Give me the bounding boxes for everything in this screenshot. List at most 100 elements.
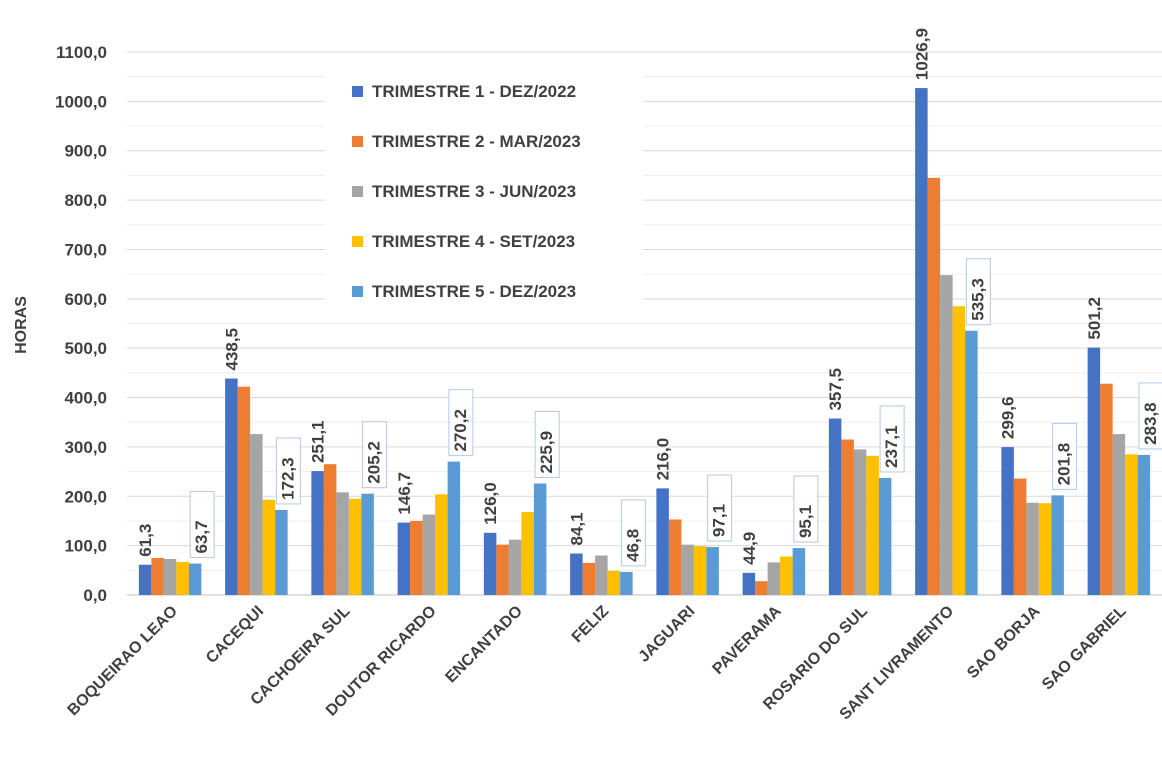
data-labels: 61,3 63,7 438,5 172,3 251,1 205,2 146,7 270,2 12… — [136, 28, 1162, 567]
y-axis-ticks: 0,0 100,0 200,0 300,0 400,0 500,0 600,0 700,0 80… — [55, 43, 107, 605]
bar — [755, 581, 768, 595]
bar — [422, 514, 436, 595]
bar — [508, 539, 522, 595]
bar — [410, 520, 423, 595]
data-label: 84,1 — [567, 512, 586, 545]
bar — [1038, 503, 1052, 595]
data-label: 126,0 — [481, 482, 500, 525]
data-label: 172,3 — [278, 457, 297, 500]
y-tick-label: 800,0 — [64, 191, 107, 210]
category-label: PAVERAMA — [710, 602, 785, 677]
bar — [151, 557, 164, 595]
bar — [841, 439, 854, 595]
bars — [138, 88, 1151, 596]
data-label: 1026,9 — [912, 28, 931, 80]
bar — [262, 499, 276, 595]
y-axis-label: HORAS — [13, 296, 30, 354]
legend-swatch — [352, 186, 363, 197]
legend-entry: TRIMESTRE 5 - DEZ/2023 — [372, 282, 576, 301]
bar — [656, 488, 669, 595]
category-label: FELIZ — [569, 603, 613, 647]
bar — [176, 561, 189, 595]
bar — [336, 492, 349, 595]
data-label-box — [620, 499, 646, 567]
bar — [582, 562, 596, 595]
bar — [1026, 502, 1039, 595]
bar — [163, 558, 177, 595]
data-label: 61,3 — [136, 524, 155, 557]
legend-swatch — [352, 86, 363, 97]
data-label-box — [965, 258, 991, 326]
y-tick-label: 1000,0 — [55, 92, 107, 111]
category-label: BOQUEIRAO LEAO — [65, 603, 181, 719]
bar — [878, 477, 892, 595]
data-label: 283,8 — [1141, 402, 1160, 445]
data-label: 251,1 — [309, 421, 328, 464]
data-label: 63,7 — [192, 520, 211, 553]
data-label: 501,2 — [1085, 297, 1104, 340]
category-label: SAO GABRIEL — [1039, 603, 1130, 694]
bar — [952, 306, 966, 595]
legend: TRIMESTRE 1 - DEZ/2022 TRIMESTRE 2 - MAR/… — [325, 68, 643, 322]
bar — [693, 546, 707, 595]
data-label-box — [1052, 422, 1078, 490]
y-tick-label: 900,0 — [64, 142, 107, 161]
bar — [927, 177, 941, 596]
bar — [595, 555, 608, 595]
bar — [435, 494, 448, 595]
bar — [792, 548, 806, 595]
bar — [1125, 454, 1138, 595]
legend-swatch — [352, 136, 363, 147]
bar — [742, 572, 756, 595]
bar — [533, 483, 547, 595]
bar — [496, 544, 509, 595]
bar — [361, 493, 374, 595]
bar — [1013, 478, 1027, 595]
bar — [250, 434, 263, 595]
bar — [668, 519, 682, 595]
data-label: 357,5 — [826, 368, 845, 411]
y-tick-label: 700,0 — [64, 240, 107, 259]
data-label: 46,8 — [623, 529, 642, 562]
bar — [1051, 495, 1064, 595]
category-label: JAGUARI — [636, 603, 699, 666]
bar — [915, 88, 928, 596]
bar — [1137, 454, 1151, 595]
bar — [1087, 347, 1101, 595]
bar — [828, 418, 842, 595]
legend-entry: TRIMESTRE 1 - DEZ/2022 — [372, 82, 576, 101]
bar — [607, 570, 621, 595]
bar — [1112, 434, 1126, 595]
y-tick-label: 500,0 — [64, 339, 107, 358]
data-label: 535,3 — [968, 278, 987, 321]
bar — [521, 512, 534, 595]
legend-swatch — [352, 236, 363, 247]
data-label: 205,2 — [365, 441, 384, 484]
bar — [681, 544, 694, 595]
data-label-box — [189, 491, 215, 559]
bar — [780, 556, 793, 595]
data-label-box — [707, 474, 733, 542]
bar — [483, 532, 497, 595]
bar — [620, 571, 633, 595]
bar — [237, 386, 251, 595]
category-label: CACEQUI — [203, 603, 267, 667]
legend-swatch — [352, 286, 363, 297]
bar — [1001, 447, 1014, 595]
bar — [853, 449, 867, 595]
y-tick-label: 100,0 — [64, 537, 107, 556]
data-label: 237,1 — [882, 425, 901, 468]
data-label: 44,9 — [740, 532, 759, 565]
bar — [188, 563, 202, 595]
y-tick-label: 200,0 — [64, 487, 107, 506]
category-label: ENCANTADO — [442, 603, 525, 686]
bar — [348, 498, 362, 595]
bar — [866, 455, 879, 595]
bar — [1100, 383, 1113, 595]
bar — [225, 378, 238, 595]
data-label: 95,1 — [796, 505, 815, 538]
bar — [706, 547, 719, 595]
